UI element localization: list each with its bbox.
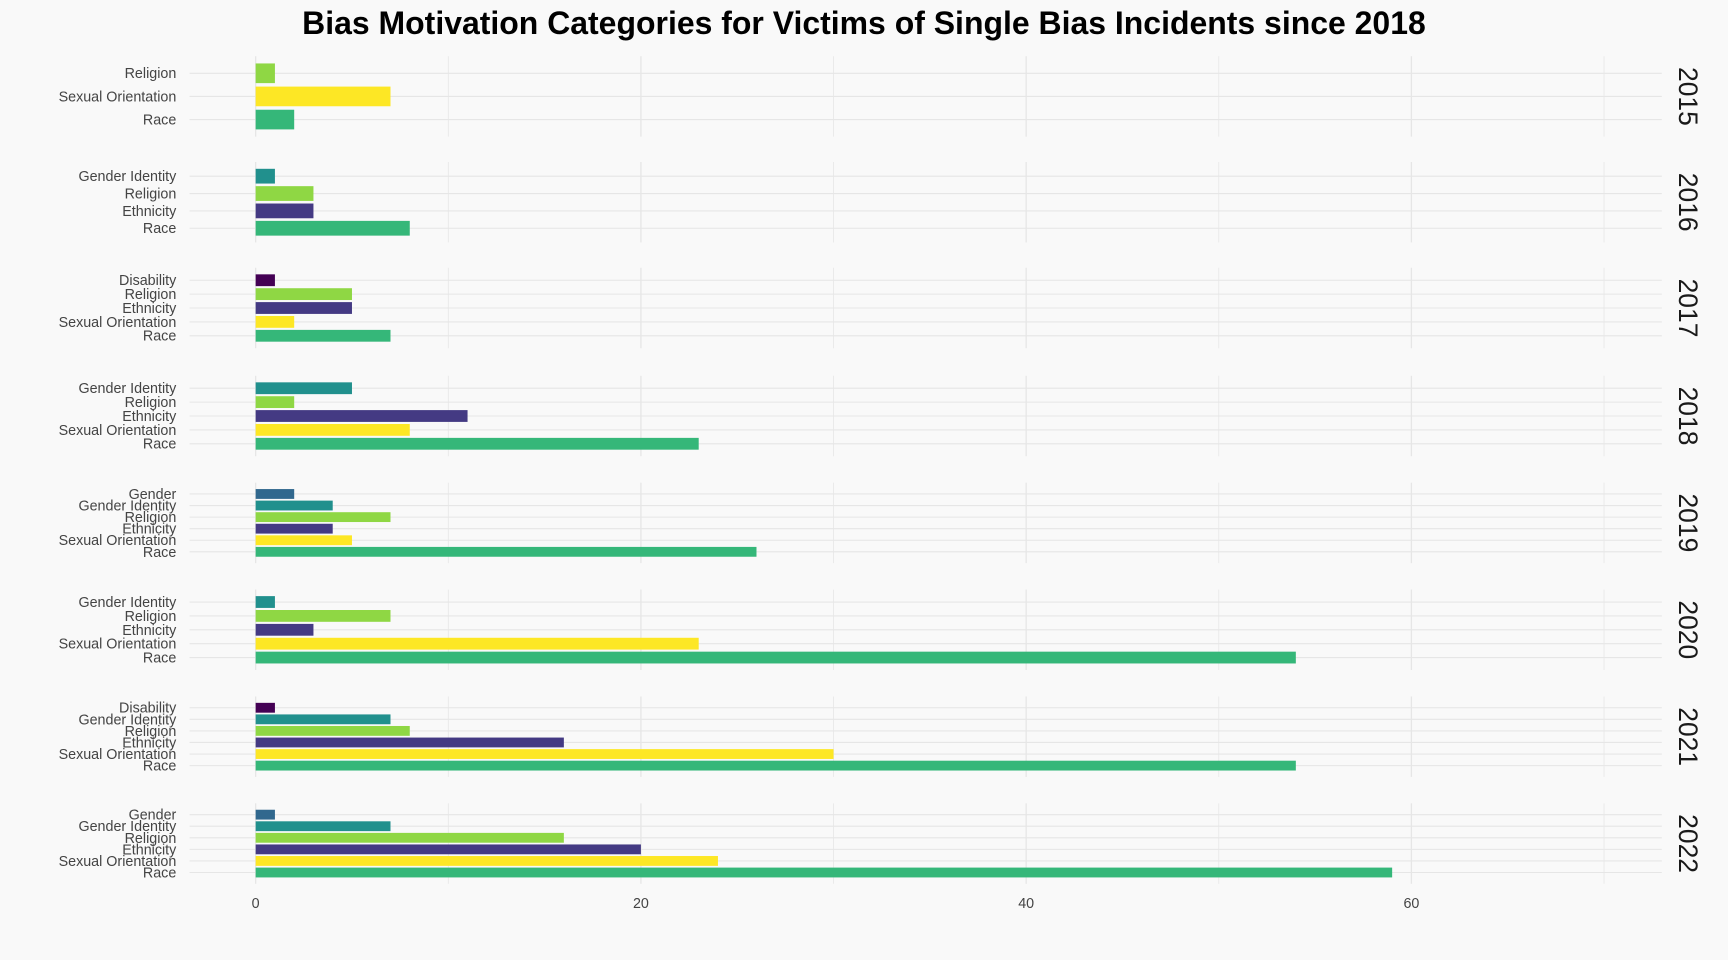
y-tick-label: Sexual Orientation — [59, 747, 177, 763]
bar — [255, 535, 352, 546]
y-tick-label: Ethnicity — [122, 301, 177, 317]
bar — [255, 220, 410, 236]
bar — [255, 737, 564, 748]
y-tick-label: Sexual Orientation — [59, 89, 177, 105]
y-tick-label: Ethnicity — [122, 623, 177, 639]
y-tick-label: Sexual Orientation — [59, 533, 177, 549]
y-tick-label: Religion — [125, 724, 177, 740]
bar — [255, 288, 352, 301]
y-tick-label: Religion — [125, 831, 177, 847]
y-tick-label: Ethnicity — [122, 409, 177, 425]
y-tick-label: Race — [143, 865, 176, 881]
bar — [255, 821, 391, 832]
bar — [255, 651, 1296, 664]
facet-label: 2017 — [1673, 279, 1703, 338]
bar — [255, 203, 314, 219]
y-tick-label: Gender Identity — [78, 712, 177, 728]
y-tick-label: Gender — [129, 808, 177, 824]
bar — [255, 714, 391, 725]
bar — [255, 512, 391, 523]
bar — [255, 500, 333, 511]
chart-title: Bias Motivation Categories for Victims o… — [302, 6, 1426, 42]
y-tick-label: Race — [143, 113, 176, 129]
bar — [255, 63, 275, 84]
y-tick-label: Religion — [125, 395, 177, 411]
bar — [255, 489, 295, 499]
x-tick-label: 20 — [633, 896, 649, 912]
bar — [255, 410, 468, 422]
y-tick-label: Race — [143, 329, 176, 345]
y-tick-label: Sexual Orientation — [59, 637, 177, 653]
bar — [255, 546, 757, 557]
y-tick-label: Race — [143, 437, 176, 453]
facet-label: 2022 — [1673, 814, 1703, 873]
bar — [255, 844, 641, 855]
y-tick-label: Ethnicity — [122, 204, 177, 220]
bar — [255, 725, 410, 736]
y-tick-label: Religion — [125, 287, 177, 303]
bar — [255, 302, 352, 314]
bar — [255, 856, 718, 866]
bar — [255, 596, 275, 608]
y-tick-label: Ethnicity — [122, 842, 177, 858]
x-tick-label: 40 — [1018, 896, 1034, 912]
bar — [255, 702, 275, 713]
bar — [255, 315, 295, 328]
bar — [255, 396, 295, 409]
y-tick-label: Race — [143, 651, 176, 667]
y-tick-label: Ethnicity — [122, 735, 177, 751]
bar — [255, 86, 391, 107]
y-tick-label: Gender Identity — [78, 595, 177, 611]
bar — [255, 168, 275, 184]
bar — [255, 760, 1296, 771]
bar — [255, 523, 333, 534]
bar — [255, 832, 564, 843]
y-tick-label: Gender Identity — [78, 499, 177, 515]
y-tick-label: Religion — [125, 609, 177, 625]
bar — [255, 867, 1393, 878]
bar — [255, 637, 699, 650]
bar — [255, 437, 699, 450]
facet-label: 2015 — [1673, 67, 1703, 126]
y-tick-label: Race — [143, 221, 176, 237]
y-tick-label: Gender Identity — [78, 381, 177, 397]
bar — [255, 809, 275, 820]
y-tick-label: Gender Identity — [78, 169, 177, 185]
bar — [255, 274, 275, 287]
y-tick-label: Gender — [129, 487, 177, 503]
facet-label: 2021 — [1673, 707, 1703, 766]
facet-label: 2016 — [1673, 173, 1703, 232]
x-tick-label: 60 — [1403, 896, 1419, 912]
y-tick-label: Religion — [125, 66, 177, 82]
facet-label: 2019 — [1673, 493, 1703, 552]
y-tick-label: Disability — [119, 701, 177, 717]
y-tick-label: Ethnicity — [122, 522, 177, 538]
y-tick-label: Sexual Orientation — [59, 423, 177, 439]
x-tick-label: 0 — [252, 896, 260, 912]
bar — [255, 186, 314, 201]
bar — [255, 749, 834, 759]
y-tick-label: Sexual Orientation — [59, 854, 177, 870]
y-tick-label: Race — [143, 545, 176, 561]
y-tick-label: Religion — [125, 510, 177, 526]
bar — [255, 329, 391, 342]
y-tick-label: Race — [143, 759, 176, 775]
y-tick-label: Religion — [125, 186, 177, 202]
facet-label: 2020 — [1673, 600, 1703, 659]
y-tick-label: Gender Identity — [78, 819, 177, 835]
bar — [255, 623, 314, 636]
y-tick-label: Disability — [119, 273, 177, 289]
bar — [255, 382, 352, 395]
bar — [255, 423, 410, 436]
y-tick-label: Sexual Orientation — [59, 315, 177, 331]
bar — [255, 109, 295, 130]
bar — [255, 610, 391, 622]
facet-label: 2018 — [1673, 387, 1703, 446]
